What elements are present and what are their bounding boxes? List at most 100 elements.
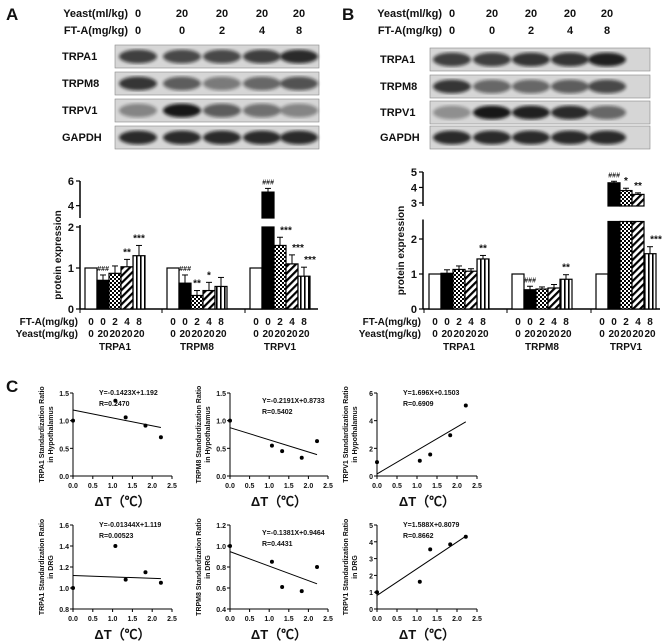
data-point: [428, 547, 433, 552]
bar-trpa1-1: [440, 272, 454, 310]
yeast-tick: 20: [477, 329, 489, 340]
bar-trpa1-3: [464, 270, 478, 310]
y-tick-label: 0.5: [216, 446, 226, 453]
bar-trpv1-3-upper: [631, 193, 645, 207]
fta-tick: 8: [563, 317, 569, 328]
panel-letter-a: A: [6, 5, 18, 24]
blot-band: [473, 79, 511, 94]
blot-band: [203, 49, 241, 64]
y-tick-label: 2: [369, 446, 373, 453]
data-point: [228, 418, 232, 423]
data-point: [315, 565, 320, 569]
blot-band: [163, 49, 201, 64]
data-point: [299, 455, 304, 460]
fta-tick: 8: [480, 317, 486, 328]
fta-dose: 8: [296, 25, 302, 37]
significance-mark: **: [562, 263, 570, 274]
bar-trpm8-2: [190, 294, 204, 310]
correlation-r: R=0.00523: [99, 533, 134, 540]
yeast-tick: 20: [632, 329, 644, 340]
data-point: [123, 415, 128, 420]
correlation-r: R=0.2470: [99, 401, 130, 408]
correlation-r: R=0.8662: [403, 533, 434, 540]
y-tick-label: 0: [411, 304, 417, 316]
y-tick-label: 4: [369, 540, 373, 547]
data-point: [417, 579, 422, 584]
bar-trpm8-1: [523, 289, 537, 310]
yeast-row-label: Yeast(mg/kg): [16, 329, 78, 340]
yeast-tick: 20: [109, 329, 121, 340]
blot-band: [163, 76, 201, 91]
bar-trpa1-3: [120, 266, 134, 310]
yeast-tick: 20: [608, 329, 620, 340]
y-tick-label: 6: [369, 391, 373, 398]
bar-trpm8-3: [202, 289, 216, 310]
yeast-header: Yeast(ml/kg): [63, 8, 128, 20]
regression-equation: Y=-0.1423X+1.192: [99, 390, 158, 397]
yeast-tick: 20: [298, 329, 310, 340]
blot-band: [433, 79, 471, 94]
x-tick-label: 2.5: [472, 483, 482, 490]
data-point: [280, 449, 285, 454]
group-label-trpa1: TRPA1: [443, 342, 475, 353]
yeast-tick: 20: [465, 329, 477, 340]
fta-tick: 2: [623, 317, 629, 328]
yeast-dose: 0: [449, 8, 455, 20]
blot-row-label-trpv1: TRPV1: [62, 105, 97, 117]
blot-row-label-trpv1: TRPV1: [380, 107, 415, 119]
bar-trpm8-0: [511, 273, 525, 310]
blot-row-label-trpa1: TRPA1: [380, 54, 415, 66]
y-tick-label: 0.8: [216, 565, 226, 572]
yeast-tick: 20: [121, 329, 133, 340]
blot-band: [473, 130, 511, 145]
fta-tick: 4: [635, 317, 641, 328]
group-label-trpv1: TRPV1: [264, 342, 297, 353]
fta-dose: 4: [567, 25, 574, 37]
x-tick-label: 1.0: [412, 616, 422, 623]
blot-band: [280, 49, 318, 64]
bar-trpm8-4: [559, 278, 573, 310]
yeast-tick: 0: [170, 329, 176, 340]
x-tick-label: 0.0: [225, 483, 235, 490]
yeast-tick: 20: [548, 329, 560, 340]
data-point: [158, 435, 163, 440]
x-tick-label: 0.0: [68, 616, 78, 623]
x-tick-label: 2.5: [472, 616, 482, 623]
group-label-trpm8: TRPM8: [525, 342, 559, 353]
regression-line: [229, 427, 318, 456]
x-axis-label: ΔT（℃）: [251, 494, 307, 509]
x-tick-label: 2.5: [323, 483, 333, 490]
data-point: [463, 403, 468, 408]
data-point: [375, 460, 379, 465]
significance-mark: ###: [608, 172, 620, 179]
yeast-header: Yeast(ml/kg): [377, 8, 442, 20]
bar-trpv1-4: [643, 253, 657, 310]
blot-band: [588, 52, 626, 67]
y-tick-label: 0.5: [59, 446, 69, 453]
fta-row-label: FT-A(mg/kg): [363, 317, 421, 328]
blot-band: [243, 76, 281, 91]
yeast-tick: 20: [262, 329, 274, 340]
fta-tick: 2: [539, 317, 545, 328]
y-axis-label-line1: TRPV1 Standardization Ratio: [343, 386, 350, 482]
blot-row-label-gapdh: GAPDH: [62, 132, 102, 144]
fta-tick: 0: [265, 317, 271, 328]
yeast-tick: 20: [274, 329, 286, 340]
x-axis-label: ΔT（℃）: [94, 627, 150, 642]
fta-tick: 4: [289, 317, 295, 328]
significance-mark: ***: [650, 235, 662, 246]
fta-tick: 4: [206, 317, 212, 328]
blot-band: [473, 105, 511, 120]
x-tick-label: 0.5: [88, 616, 98, 623]
correlation-r: R=0.4431: [262, 541, 293, 548]
yeast-row-label: Yeast(mg/kg): [359, 329, 421, 340]
x-tick-label: 2.5: [167, 483, 177, 490]
x-tick-label: 1.0: [108, 616, 118, 623]
x-tick-label: 2.0: [452, 616, 462, 623]
blot-band: [512, 105, 550, 120]
x-tick-label: 2.5: [167, 616, 177, 623]
y-tick-label: 4: [411, 182, 418, 194]
data-point: [158, 580, 163, 585]
bar-trpm8-0: [166, 267, 180, 310]
